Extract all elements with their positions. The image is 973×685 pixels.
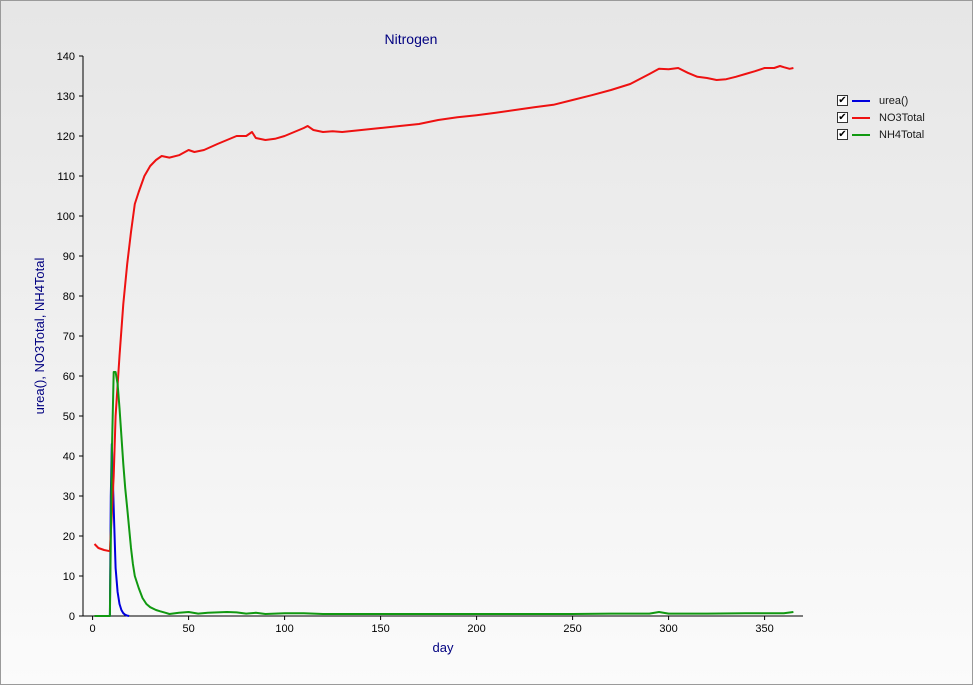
y-tick-label: 50	[63, 411, 75, 423]
x-tick-label: 100	[275, 623, 293, 635]
legend-label-urea: urea()	[879, 94, 909, 107]
legend-checkbox-no3total[interactable]: ✔	[837, 112, 848, 123]
x-axis-label: day	[433, 640, 454, 655]
y-tick-label: 70	[63, 331, 75, 343]
legend-swatch-no3total	[852, 116, 870, 119]
x-tick-label: 150	[371, 623, 389, 635]
y-tick-label: 100	[57, 211, 75, 223]
x-tick-label: 200	[467, 623, 485, 635]
legend-item-urea[interactable]: ✔ urea()	[837, 92, 925, 109]
x-tick-label: 0	[90, 623, 96, 635]
legend-checkbox-urea[interactable]: ✔	[837, 95, 848, 106]
y-tick-label: 20	[63, 531, 75, 543]
y-tick-label: 80	[63, 291, 75, 303]
x-tick-label: 250	[563, 623, 581, 635]
y-tick-label: 110	[57, 171, 75, 183]
y-tick-label: 0	[69, 611, 75, 623]
y-tick-label: 30	[63, 491, 75, 503]
y-tick-label: 40	[63, 451, 75, 463]
y-tick-label: 10	[63, 571, 75, 583]
chart-title: Nitrogen	[385, 31, 438, 47]
legend-label-nh4total: NH4Total	[879, 128, 925, 141]
axes: 0 10 20 30 40 50 60 70 80 90 100 110 120 130 140 0 50 100…	[57, 51, 803, 635]
legend-checkbox-nh4total[interactable]: ✔	[837, 129, 848, 140]
legend-item-no3total[interactable]: ✔ NO3Total	[837, 109, 925, 126]
x-tick-label: 300	[659, 623, 677, 635]
series-line-no3total	[93, 65, 794, 553]
legend-swatch-nh4total	[852, 133, 870, 136]
y-tick-label: 120	[57, 131, 75, 143]
legend-swatch-urea	[852, 99, 870, 102]
legend: ✔ urea() ✔ NO3Total ✔ NH4Total	[837, 92, 925, 143]
series-line-nh4total	[94, 371, 794, 617]
y-tick-label: 140	[57, 51, 75, 63]
y-tick-label: 90	[63, 251, 75, 263]
legend-label-no3total: NO3Total	[879, 111, 925, 124]
series-layer	[93, 65, 794, 617]
x-tick-label: 350	[755, 623, 773, 635]
x-tick-label: 50	[182, 623, 194, 635]
y-tick-label: 60	[63, 371, 75, 383]
legend-item-nh4total[interactable]: ✔ NH4Total	[837, 126, 925, 143]
y-tick-label: 130	[57, 91, 75, 103]
y-axis-label: urea(), NO3Total, NH4Total	[32, 257, 47, 414]
